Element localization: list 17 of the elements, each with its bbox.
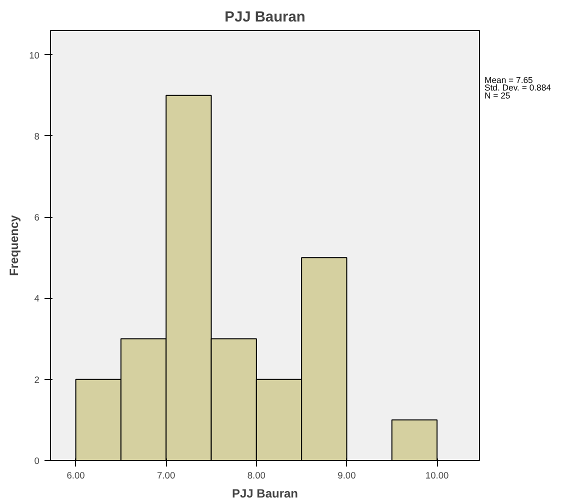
- text: Std. Dev. = 0.884: [484, 82, 552, 93]
- y-tick-label: 4: [34, 294, 40, 304]
- x-tick-label: 10.00: [425, 470, 449, 480]
- y-tick-label: 0: [34, 456, 40, 466]
- x-axis-title: PJJ Bauran: [232, 486, 298, 500]
- chart-title: PJJ Bauran: [224, 10, 306, 26]
- x-tick-label: 6.00: [66, 470, 85, 480]
- x-tick-label: 7.00: [157, 470, 176, 480]
- x-tick-label: 9.00: [338, 470, 356, 480]
- y-tick-label: 2: [34, 374, 40, 385]
- y-tick-label: 10: [29, 50, 40, 60]
- text: N = 25: [484, 90, 510, 100]
- y-axis-title: Frequency: [7, 214, 22, 276]
- text: Mean = 7.65: [484, 74, 534, 85]
- x-tick-label: 8.00: [247, 470, 266, 480]
- y-tick-label: 8: [34, 131, 40, 142]
- y-tick-label: 6: [34, 212, 40, 223]
